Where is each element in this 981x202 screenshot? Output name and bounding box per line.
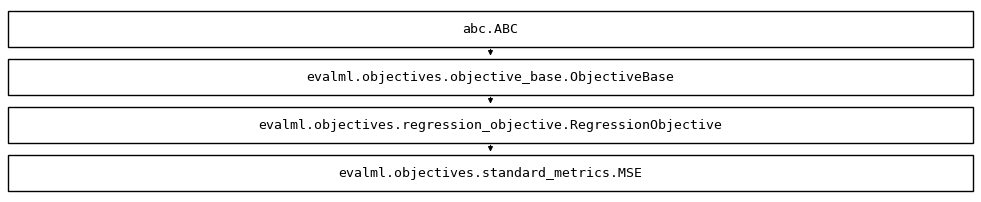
Bar [8,107,973,143]
Bar [8,155,973,190]
Text: evalml.objectives.standard_metrics.MSE: evalml.objectives.standard_metrics.MSE [338,166,643,179]
Text: abc.ABC: abc.ABC [462,23,519,36]
Bar [8,12,973,47]
Text: evalml.objectives.regression_objective.RegressionObjective: evalml.objectives.regression_objective.R… [259,118,722,131]
Text: evalml.objectives.objective_base.ObjectiveBase: evalml.objectives.objective_base.Objecti… [306,71,675,84]
Bar [8,59,973,95]
